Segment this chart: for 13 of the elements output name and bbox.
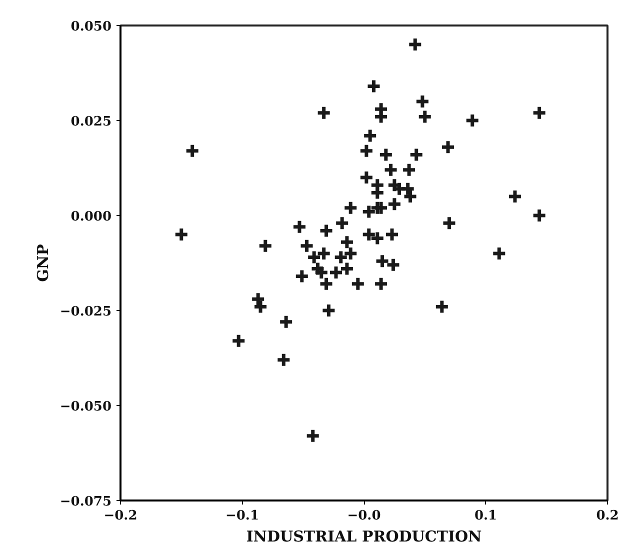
y-tick-label: −0.025 (60, 304, 112, 320)
y-tick-label: −0.050 (60, 400, 112, 414)
x-axis-title: INDUSTRIAL PRODUCTION (246, 528, 482, 546)
x-tick-label: −0.2 (104, 508, 138, 524)
x-tick-label: −0.0 (347, 508, 381, 524)
x-tick-label: 0.1 (474, 508, 498, 524)
y-tick-label: 0.025 (70, 114, 112, 130)
y-tick-label: 0.050 (70, 20, 112, 34)
y-axis-title: GNP (34, 244, 52, 282)
y-tick-label: 0.000 (70, 210, 112, 224)
x-tick-label: 0.2 (596, 508, 619, 524)
y-tick-label: −0.075 (60, 494, 112, 510)
x-tick-label: −0.1 (225, 508, 260, 524)
